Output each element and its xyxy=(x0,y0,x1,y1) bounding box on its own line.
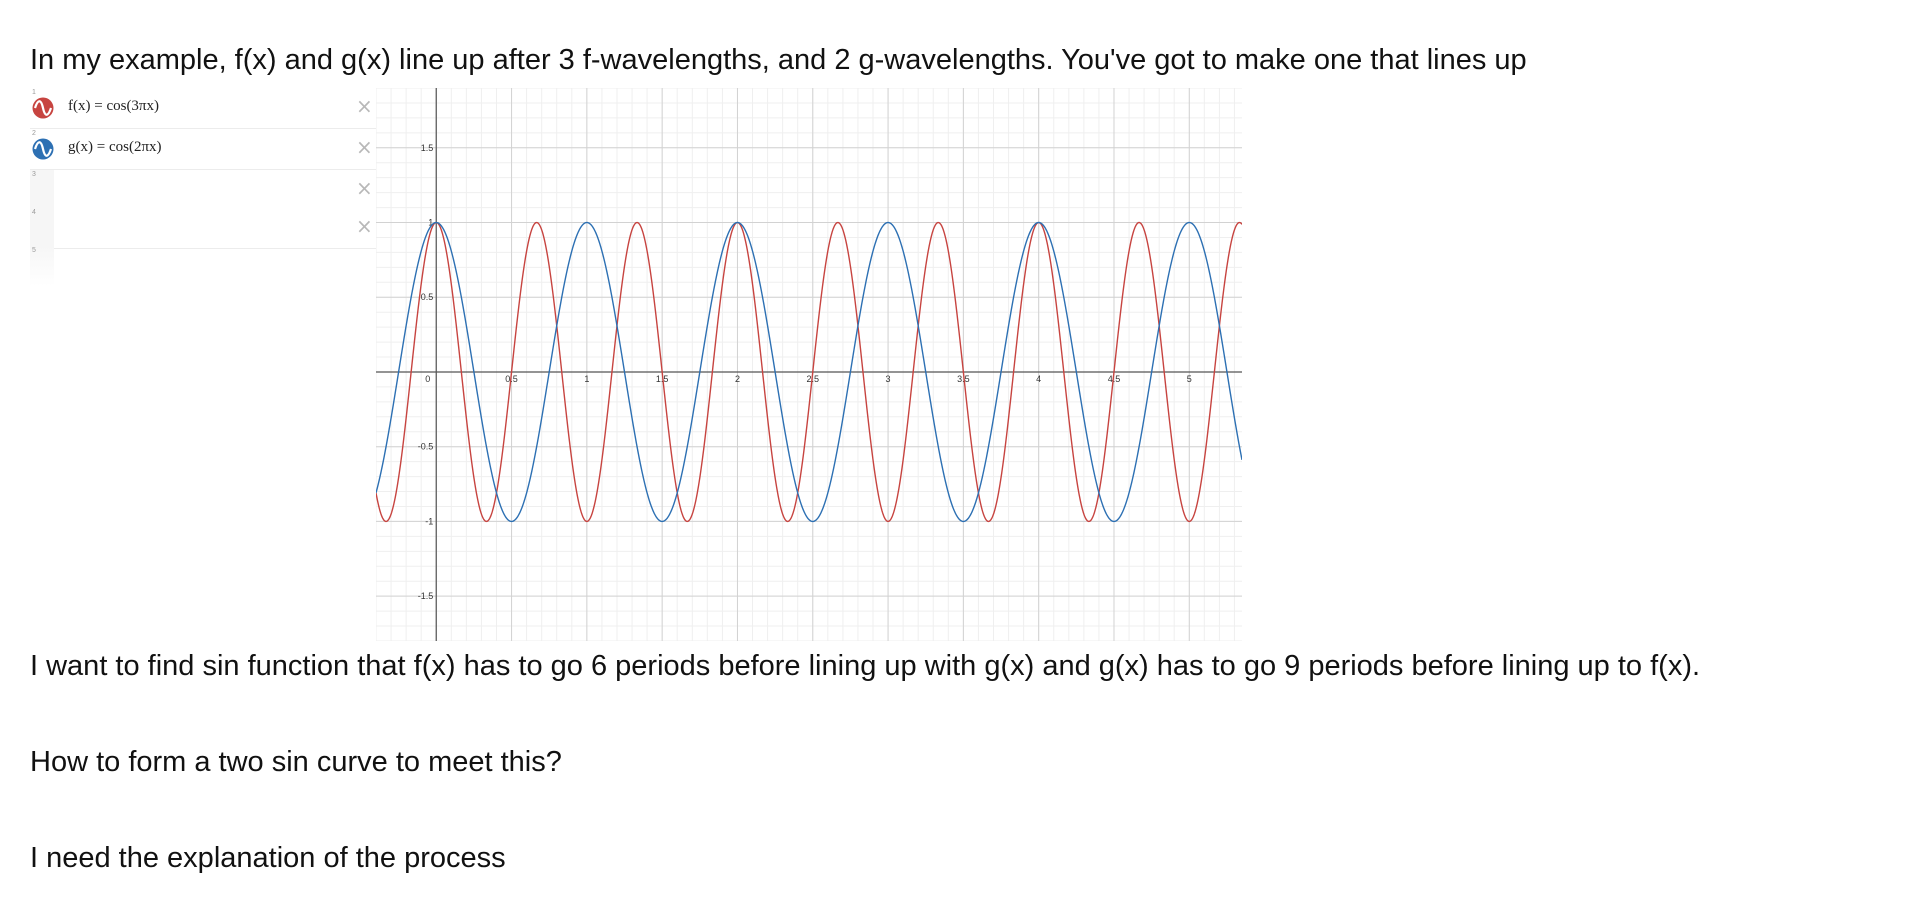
expression-index: 1 xyxy=(32,89,36,96)
x-tick-label: 4 xyxy=(1036,374,1041,384)
expression-row-empty[interactable]: 5 xyxy=(30,246,54,286)
expression-row-f[interactable]: 1 f(x) = cos(3πx) × xyxy=(30,88,376,129)
x-tick-label: 3 xyxy=(886,374,891,384)
x-tick-label: 5 xyxy=(1187,374,1192,384)
x-tick-label: 2.5 xyxy=(807,374,820,384)
delete-expression-icon[interactable]: × xyxy=(356,176,373,200)
graph-canvas[interactable]: 0 0.5 1 1.5 2 2.5 3 3.5 4 4.5 5 -1.5 -1 -0.5 0.5 1 1.5 xyxy=(376,88,1242,641)
y-tick-label: 0.5 xyxy=(421,292,434,302)
question-text-2: How to form a two sin curve to meet this… xyxy=(30,746,562,778)
expression-index: 2 xyxy=(32,130,36,137)
x-tick-label: 1.5 xyxy=(656,374,669,384)
sine-wave-icon[interactable] xyxy=(32,97,54,119)
x-tick-label: 0 xyxy=(425,374,430,384)
x-tick-label: 2 xyxy=(735,374,740,384)
curve-g xyxy=(376,221,1242,523)
x-tick-label: 0.5 xyxy=(505,374,518,384)
sine-wave-icon[interactable] xyxy=(32,138,54,160)
x-tick-label: 3.5 xyxy=(957,374,970,384)
y-tick-label: -0.5 xyxy=(418,442,434,452)
expression-index: 4 xyxy=(32,209,36,216)
y-tick-label: -1 xyxy=(425,516,433,526)
x-tick-label: 1 xyxy=(584,374,589,384)
minor-grid xyxy=(376,88,1242,641)
y-tick-label: 1.5 xyxy=(421,143,434,153)
expression-row-empty[interactable]: 4 × xyxy=(30,208,376,249)
tick-labels: 0 0.5 1 1.5 2 2.5 3 3.5 4 4.5 5 -1.5 -1 -0.5 0.5 1 1.5 xyxy=(418,143,1192,601)
expression-index: 3 xyxy=(32,171,36,178)
expression-formula[interactable]: f(x) = cos(3πx) xyxy=(68,98,160,114)
expression-list: 1 f(x) = cos(3πx) × 2 g(x) = cos(2πx) × … xyxy=(30,88,376,286)
expression-row-g[interactable]: 2 g(x) = cos(2πx) × xyxy=(30,129,376,170)
delete-expression-icon[interactable]: × xyxy=(356,135,373,159)
request-text: I need the explanation of the process xyxy=(30,842,506,874)
delete-expression-icon[interactable]: × xyxy=(356,94,373,118)
expression-row-empty[interactable]: 3 × xyxy=(30,170,376,211)
graph-background xyxy=(376,88,1242,641)
question-text: I want to find sin function that f(x) ha… xyxy=(30,650,1701,682)
expression-formula[interactable]: g(x) = cos(2πx) xyxy=(68,139,162,155)
y-tick-label: 1 xyxy=(428,218,433,228)
delete-expression-icon[interactable]: × xyxy=(356,214,373,238)
intro-text: In my example, f(x) and g(x) line up aft… xyxy=(30,44,1527,76)
curves xyxy=(376,221,1242,523)
curve-f xyxy=(376,221,1242,523)
y-tick-label: -1.5 xyxy=(418,591,434,601)
expression-index: 5 xyxy=(32,247,36,254)
axes xyxy=(376,88,1242,641)
x-tick-label: 4.5 xyxy=(1108,374,1121,384)
